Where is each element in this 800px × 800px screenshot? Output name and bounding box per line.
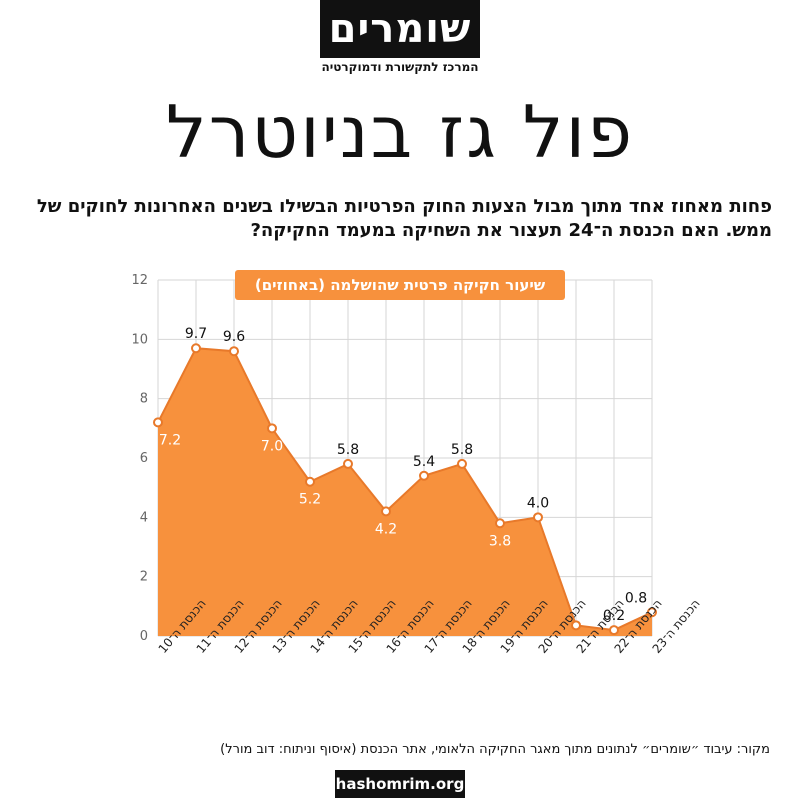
- data-point: [457, 458, 467, 469]
- data-label: 4.0: [527, 495, 549, 511]
- subtitle: פחות מאחוז אחד מתוך מבול הצעות החוק הפרט…: [36, 196, 772, 241]
- data-label: 4.2: [375, 521, 397, 537]
- data-point: [495, 518, 505, 529]
- data-point: [267, 423, 277, 434]
- y-tick-label: 6: [140, 451, 148, 466]
- data-point: [191, 343, 201, 354]
- data-label: 0.8: [625, 590, 647, 606]
- data-label: 5.8: [337, 442, 359, 458]
- data-point: [647, 607, 657, 618]
- data-point: [229, 346, 239, 357]
- logo-subtitle: המרכז לתקשורת ודמוקרטיה: [321, 60, 479, 74]
- y-tick-label: 2: [140, 570, 148, 585]
- y-tick-label: 12: [131, 273, 148, 288]
- data-label: 5.2: [299, 492, 321, 508]
- data-label: 7.0: [261, 438, 283, 454]
- data-label: 9.6: [223, 329, 245, 345]
- data-point: [419, 470, 429, 481]
- y-tick-label: 8: [140, 392, 148, 407]
- data-point: [571, 620, 581, 631]
- data-label: 7.2: [159, 432, 181, 448]
- data-label: 9.7: [185, 326, 207, 342]
- series-line: [157, 347, 653, 632]
- data-label: 5.8: [451, 442, 473, 458]
- y-tick-label: 0: [140, 629, 148, 644]
- data-label: 0.2: [603, 608, 625, 624]
- data-point: [305, 476, 315, 487]
- data-point: [381, 506, 391, 517]
- data-point: [343, 458, 353, 469]
- area-fill: [158, 348, 652, 636]
- source-note: מקור: עיבוד ״שומרים״ לנתונים מתוך מאגר ה…: [220, 742, 770, 757]
- chart-title: שיעור חקיקה פרטית שהושלמה (באחוזים): [235, 270, 565, 300]
- headline: פול גז בניוטרל: [165, 90, 635, 174]
- site-url: hashomrim.org: [335, 770, 465, 798]
- data-label: 0.36: [542, 635, 573, 651]
- data-label: 5.4: [413, 454, 435, 470]
- data-point: [533, 512, 543, 523]
- data-label: 3.8: [489, 533, 511, 549]
- y-tick-label: 4: [140, 510, 148, 525]
- y-tick-label: 10: [131, 332, 148, 347]
- logo: שומרים: [320, 0, 480, 58]
- data-point: [609, 625, 619, 636]
- data-point: [153, 417, 163, 428]
